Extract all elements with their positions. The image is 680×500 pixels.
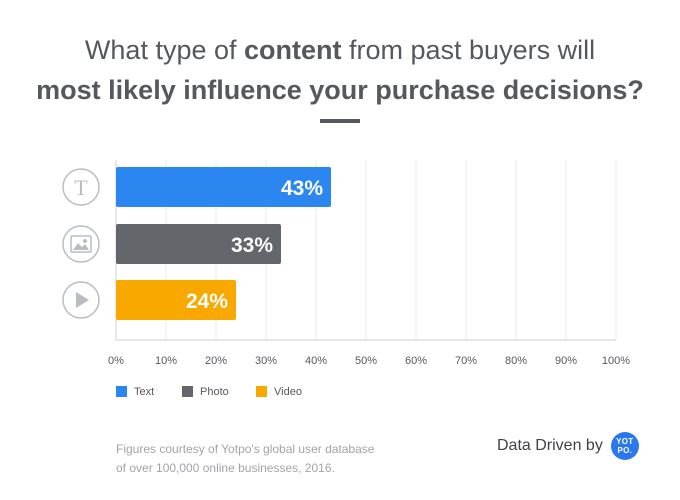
bar-chart: 0% 10% 20% 30% 40% 50% 60% 70% 80% 90% 100% 43% T 33%… — [62, 160, 630, 367]
x-tick-label: 90% — [555, 355, 577, 367]
legend-label-photo: Photo — [200, 386, 229, 398]
video-icon — [62, 281, 100, 319]
logo-line-1: YOT — [616, 437, 634, 446]
x-tick-label: 20% — [205, 355, 227, 367]
svg-text:T: T — [74, 175, 88, 200]
title-line-1: What type of content from past buyers wi… — [0, 30, 680, 70]
legend-label-video: Video — [274, 386, 302, 398]
x-tick-label: 0% — [108, 355, 124, 367]
footnote: Figures courtesy of Yotpo's global user … — [116, 440, 374, 478]
footnote-line-1: Figures courtesy of Yotpo's global user … — [116, 442, 375, 456]
yotpo-logo[interactable]: YOT PO. — [610, 432, 639, 460]
title-line-2: most likely influence your purchase deci… — [36, 75, 644, 105]
bar-video — [116, 280, 236, 320]
title-line-1-bold: content — [244, 35, 342, 65]
chart-title: What type of content from past buyers wi… — [0, 30, 680, 110]
bar-text — [116, 167, 331, 207]
value-label-video: 24% — [186, 290, 228, 313]
x-tick-label: 30% — [255, 355, 277, 367]
title-line-1-pre: What type of — [84, 35, 244, 65]
text-icon: T — [62, 168, 100, 206]
x-tick-label: 100% — [602, 355, 630, 367]
x-tick-label: 40% — [305, 355, 327, 367]
legend-item-photo: Photo — [182, 385, 229, 398]
x-tick-label: 50% — [355, 355, 377, 367]
x-tick-label: 80% — [505, 355, 527, 367]
bar-photo — [116, 224, 281, 264]
logo-line-2: PO. — [617, 446, 633, 455]
title-line-1-post: from past buyers will — [341, 35, 596, 65]
value-label-photo: 33% — [231, 234, 273, 257]
legend-swatch-text — [116, 385, 127, 397]
footnote-line-2: of over 100,000 online businesses, 2016. — [116, 461, 335, 475]
title-divider — [320, 119, 360, 123]
legend-swatch-video — [256, 385, 267, 397]
photo-icon — [62, 225, 100, 263]
x-tick-label: 10% — [155, 355, 177, 367]
x-tick-label: 60% — [405, 355, 427, 367]
legend-item-text: Text — [116, 385, 155, 398]
value-label-text: 43% — [281, 177, 323, 200]
legend-item-video: Video — [256, 385, 302, 398]
legend-label-text: Text — [134, 386, 155, 398]
brand-text: Data Driven by — [497, 437, 603, 454]
x-tick-label: 70% — [455, 355, 477, 367]
brand-attribution: Data Driven by YOT PO. — [497, 431, 639, 461]
legend-swatch-photo — [182, 385, 193, 397]
